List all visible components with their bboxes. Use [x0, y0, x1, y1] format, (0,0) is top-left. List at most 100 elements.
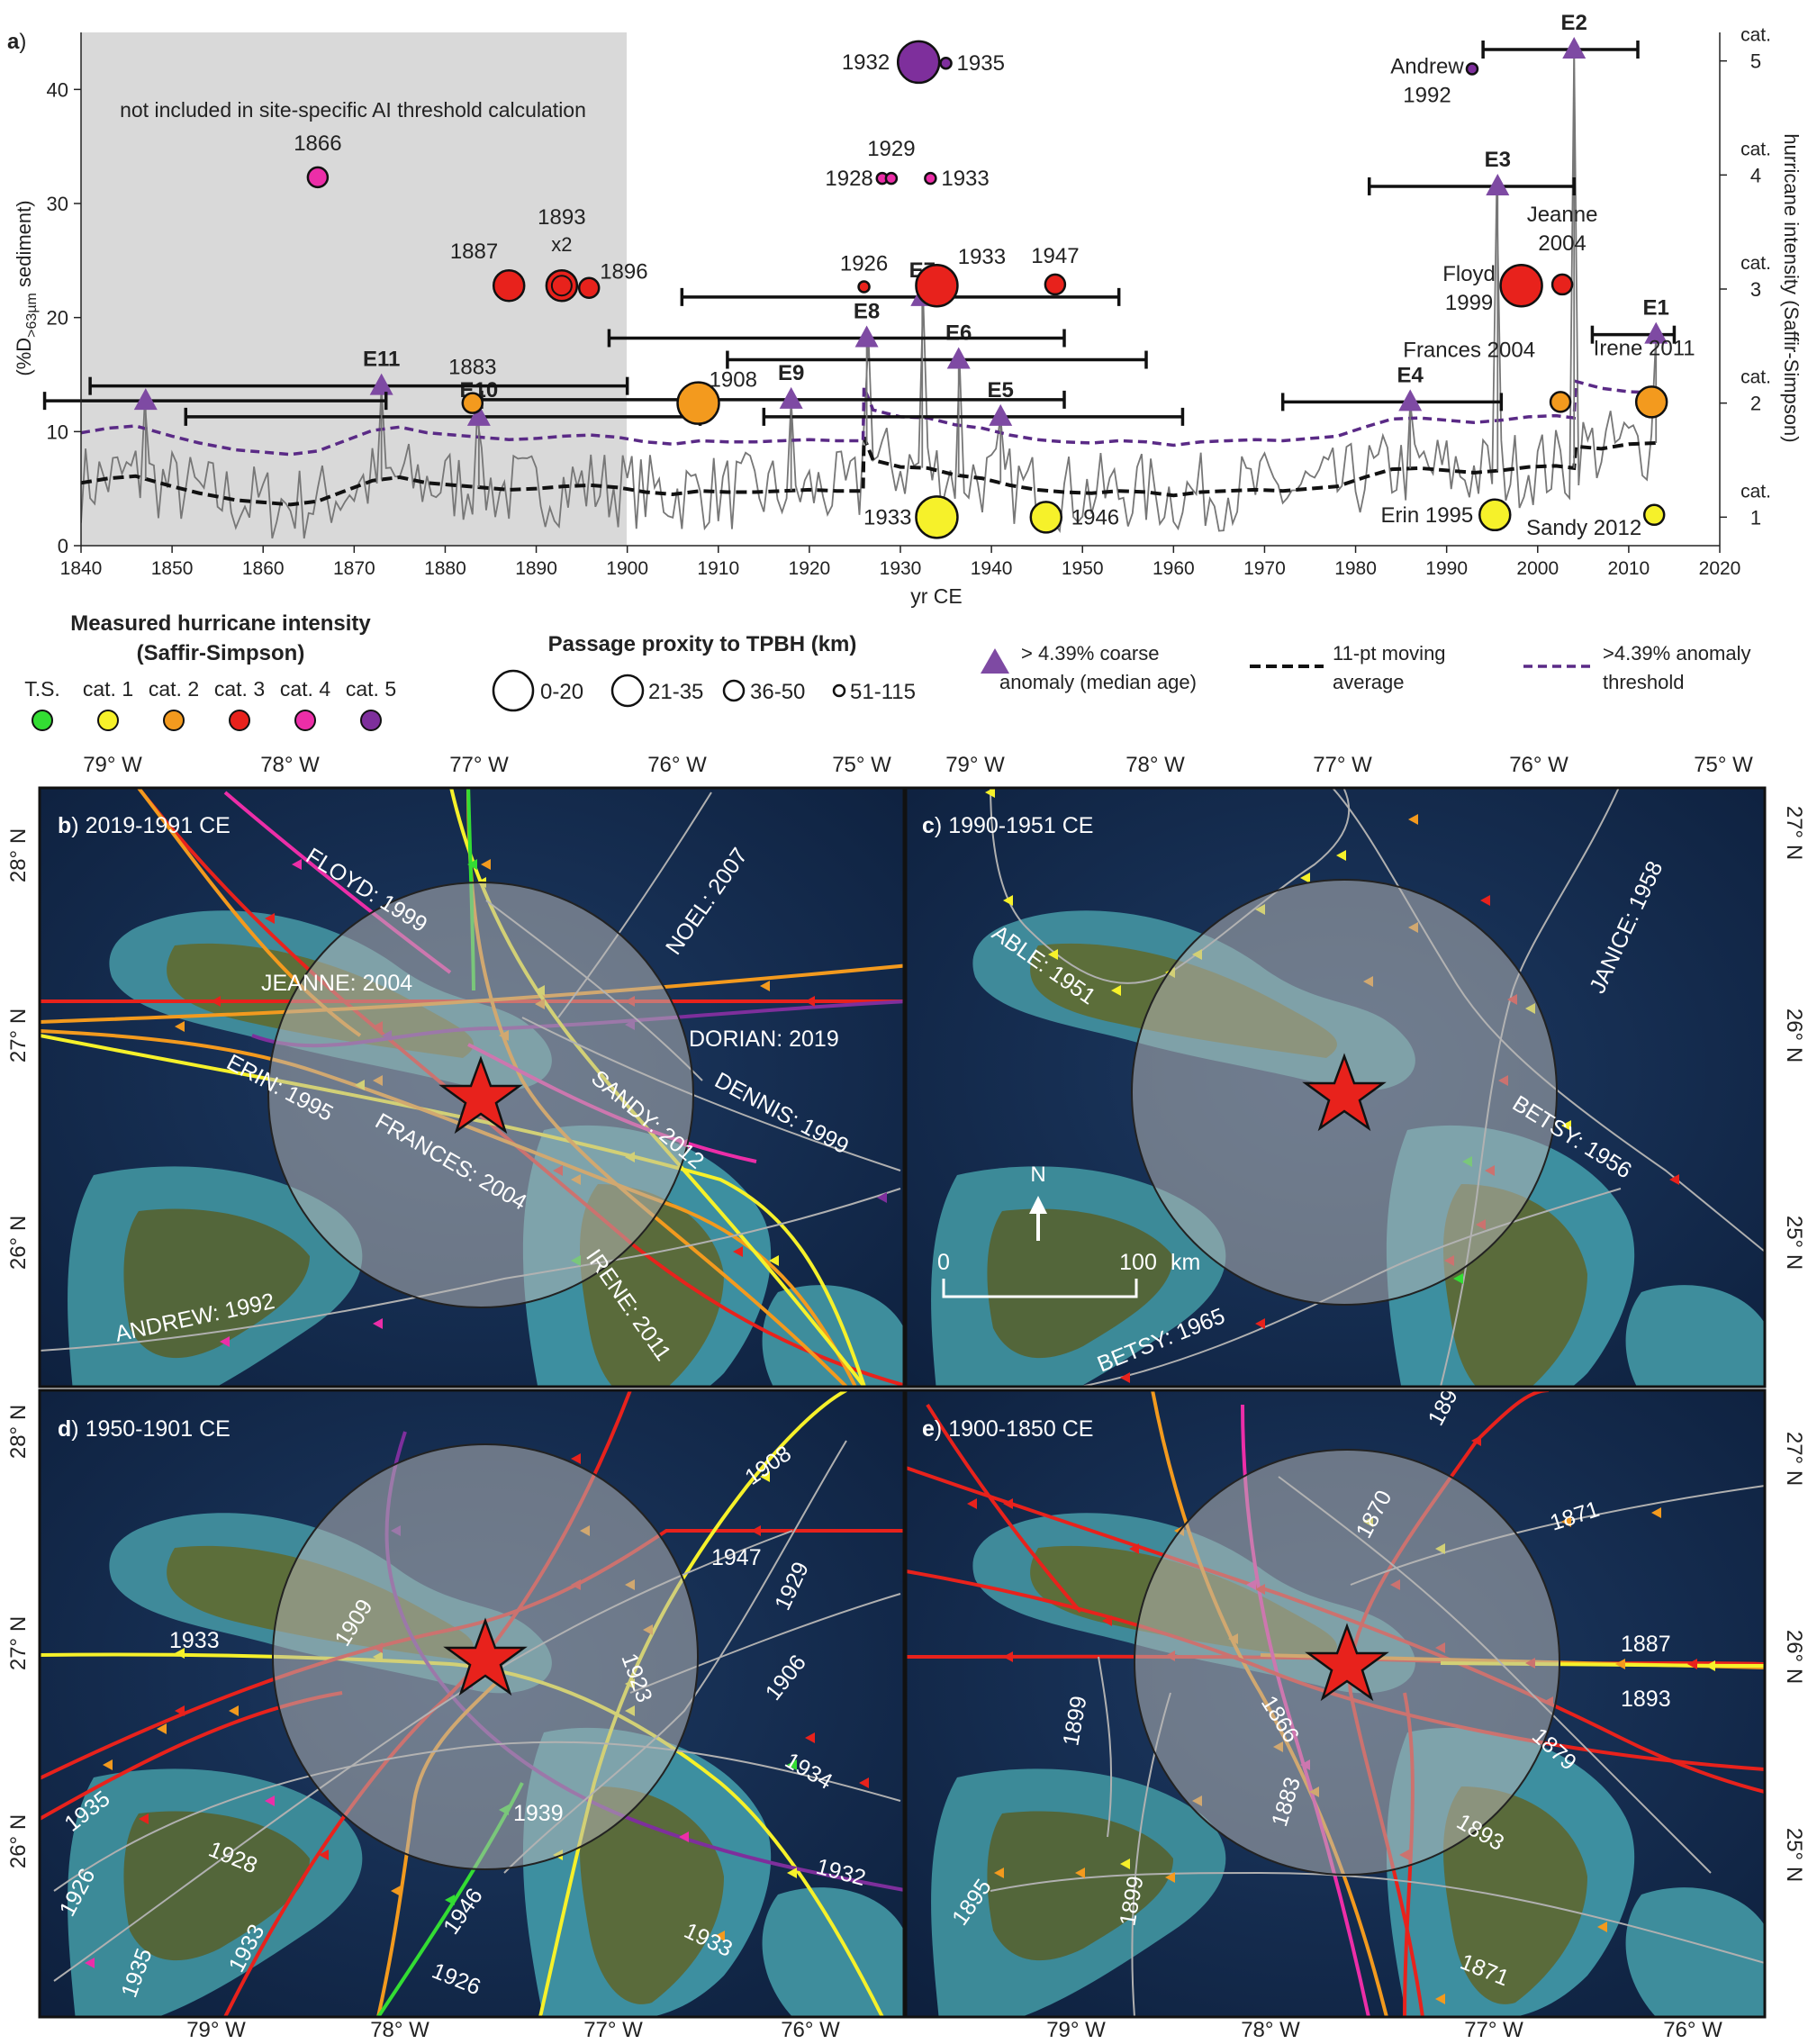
map-title-e: e) 1900-1850 CE: [922, 1416, 1093, 1442]
x-tick-label: 1920: [789, 558, 831, 579]
map-title-b: b) 2019-1991 CE: [58, 813, 231, 838]
track-direction-marker: [139, 1813, 149, 1824]
track-direction-marker: [1120, 1372, 1130, 1383]
hurricane-marker: [915, 263, 959, 308]
y2-axis: cat. 1 cat. 2 cat. 3 cat. 4 cat. 5 hurricane inte…: [1719, 25, 1803, 546]
hurricane-label: 1933: [863, 505, 911, 529]
hurricane-label: Jeanne: [1527, 203, 1598, 227]
hurricane-note: x2: [551, 233, 572, 256]
hurricane-label: Floyd: [1442, 262, 1496, 286]
map-panel-d: 1933 1909 1908 1947 1929 1906 1923 1934 …: [38, 1388, 906, 2019]
track-direction-marker: [1003, 1651, 1013, 1662]
track-direction-marker: [760, 1471, 770, 1482]
lon-label: 78° W: [370, 2018, 429, 2039]
anomaly-marker: [466, 403, 491, 426]
hurricane-label: 1926: [840, 251, 888, 276]
moving-average-line: [81, 436, 1657, 507]
hurricane-marker: [545, 268, 579, 303]
legend-category-label: cat. 5: [346, 677, 396, 701]
track-direction-marker: [292, 859, 302, 870]
track-direction-marker: [760, 981, 770, 991]
legend-prox-0-20: 0-20: [492, 669, 583, 712]
anomaly-marker: [133, 388, 158, 411]
track-direction-marker: [1561, 1516, 1571, 1527]
y2-tick-label: cat.: [1740, 139, 1771, 159]
track-direction-marker: [229, 1705, 239, 1716]
track-direction-marker: [175, 1705, 185, 1716]
scale-bar: 0 100 km: [937, 1250, 1200, 1298]
hurricane-marker: [1549, 391, 1572, 413]
legend-threshold-label: >4.39% anomaly: [1603, 642, 1751, 665]
lon-label: 75° W: [832, 753, 891, 777]
map-coordinate-labels: 79° W 78° W 77° W 76° W 75° W 79° W 78° …: [6, 753, 1806, 2042]
lat-label: 26° N: [6, 1814, 31, 1868]
x-tick-label: 1970: [1243, 558, 1286, 579]
hurricane-marker: [1634, 385, 1668, 419]
map-title-c: c) 1990-1951 CE: [922, 813, 1093, 838]
track-direction-marker: [1048, 949, 1058, 960]
hurricane-marker-double: [550, 275, 573, 297]
anomaly-marker: [369, 373, 393, 395]
lon-label: 78° W: [260, 753, 320, 777]
hurricane-marker: [1499, 263, 1543, 308]
legend-prox-label: 21-35: [648, 680, 703, 704]
scale-label-0: 0: [937, 1250, 950, 1275]
y2-tick-label: cat.: [1740, 481, 1771, 502]
hurricane-label: Frances 2004: [1403, 338, 1535, 362]
legend-category-swatch: [97, 710, 119, 731]
map-title-d: d) 1950-1901 CE: [58, 1416, 231, 1442]
track-label: 1893: [1621, 1687, 1671, 1712]
anomaly-label: E9: [778, 361, 804, 385]
legend-category-swatch: [360, 710, 382, 731]
track-direction-marker: [715, 1931, 725, 1941]
y2-tick-number: 4: [1750, 164, 1761, 186]
y2-tick-number: 3: [1750, 278, 1761, 301]
track-direction-marker: [1705, 1660, 1715, 1671]
track-direction-marker: [1597, 1922, 1607, 1932]
track-direction-marker: [481, 859, 491, 870]
y-axis: 0 10 20 30 40 (%D>63µm sediment): [13, 32, 82, 557]
lon-label: 79° W: [186, 2018, 246, 2039]
hurricane-label: Erin 1995: [1381, 503, 1474, 528]
north-label: N: [1030, 1162, 1045, 1187]
x-tick-label: 1960: [1153, 558, 1195, 579]
hurricane-marker: [461, 392, 484, 414]
lon-label: 75° W: [1694, 753, 1753, 777]
scale-label-unit: km: [1171, 1250, 1200, 1275]
anomaly-marker: [1486, 174, 1510, 195]
hurricane-label: 1929: [867, 137, 915, 161]
lat-label: 26° N: [1782, 1630, 1806, 1684]
legend: Measured hurricane intensity (Saffir-Sim…: [24, 611, 1751, 731]
lat-label: 27° N: [1782, 806, 1806, 860]
legend-prox-label: 51-115: [850, 680, 916, 704]
anomaly-label: E11: [363, 348, 400, 372]
legend-moving-average: 11-pt moving average: [1250, 642, 1446, 693]
hurricane-label-year: 2004: [1538, 231, 1586, 256]
hurricane-marker: [939, 56, 953, 70]
legend-intensity-title: Measured hurricane intensity: [70, 611, 371, 636]
x-axis-label: yr CE: [910, 584, 963, 608]
lon-label: 79° W: [945, 753, 1005, 777]
hurricane-marker: [896, 40, 941, 85]
track-direction-marker: [220, 1336, 230, 1347]
hurricane-label: 1933: [941, 167, 989, 191]
hurricane-label: 1935: [957, 51, 1005, 76]
legend-prox-label: 0-20: [540, 680, 583, 704]
anomaly-label: E6: [945, 321, 972, 346]
legend-prox-label: 36-50: [750, 680, 805, 704]
track-direction-marker: [175, 1648, 185, 1659]
lon-label: 77° W: [1313, 753, 1372, 777]
lat-label: 25° N: [1782, 1216, 1806, 1270]
hurricane-label: 1887: [450, 240, 498, 264]
track-direction-marker: [1435, 1994, 1445, 2004]
track-direction-marker: [1102, 1615, 1112, 1626]
legend-category-label: cat. 4: [280, 677, 330, 701]
hurricane-label-year: 1992: [1403, 84, 1451, 108]
lon-label: 77° W: [1464, 2018, 1523, 2039]
track-direction-marker: [1255, 1318, 1265, 1329]
y2-tick-number: 1: [1750, 506, 1761, 529]
lon-label: 77° W: [449, 753, 509, 777]
x-tick-label: 1880: [424, 558, 466, 579]
track-direction-marker: [319, 1850, 329, 1860]
